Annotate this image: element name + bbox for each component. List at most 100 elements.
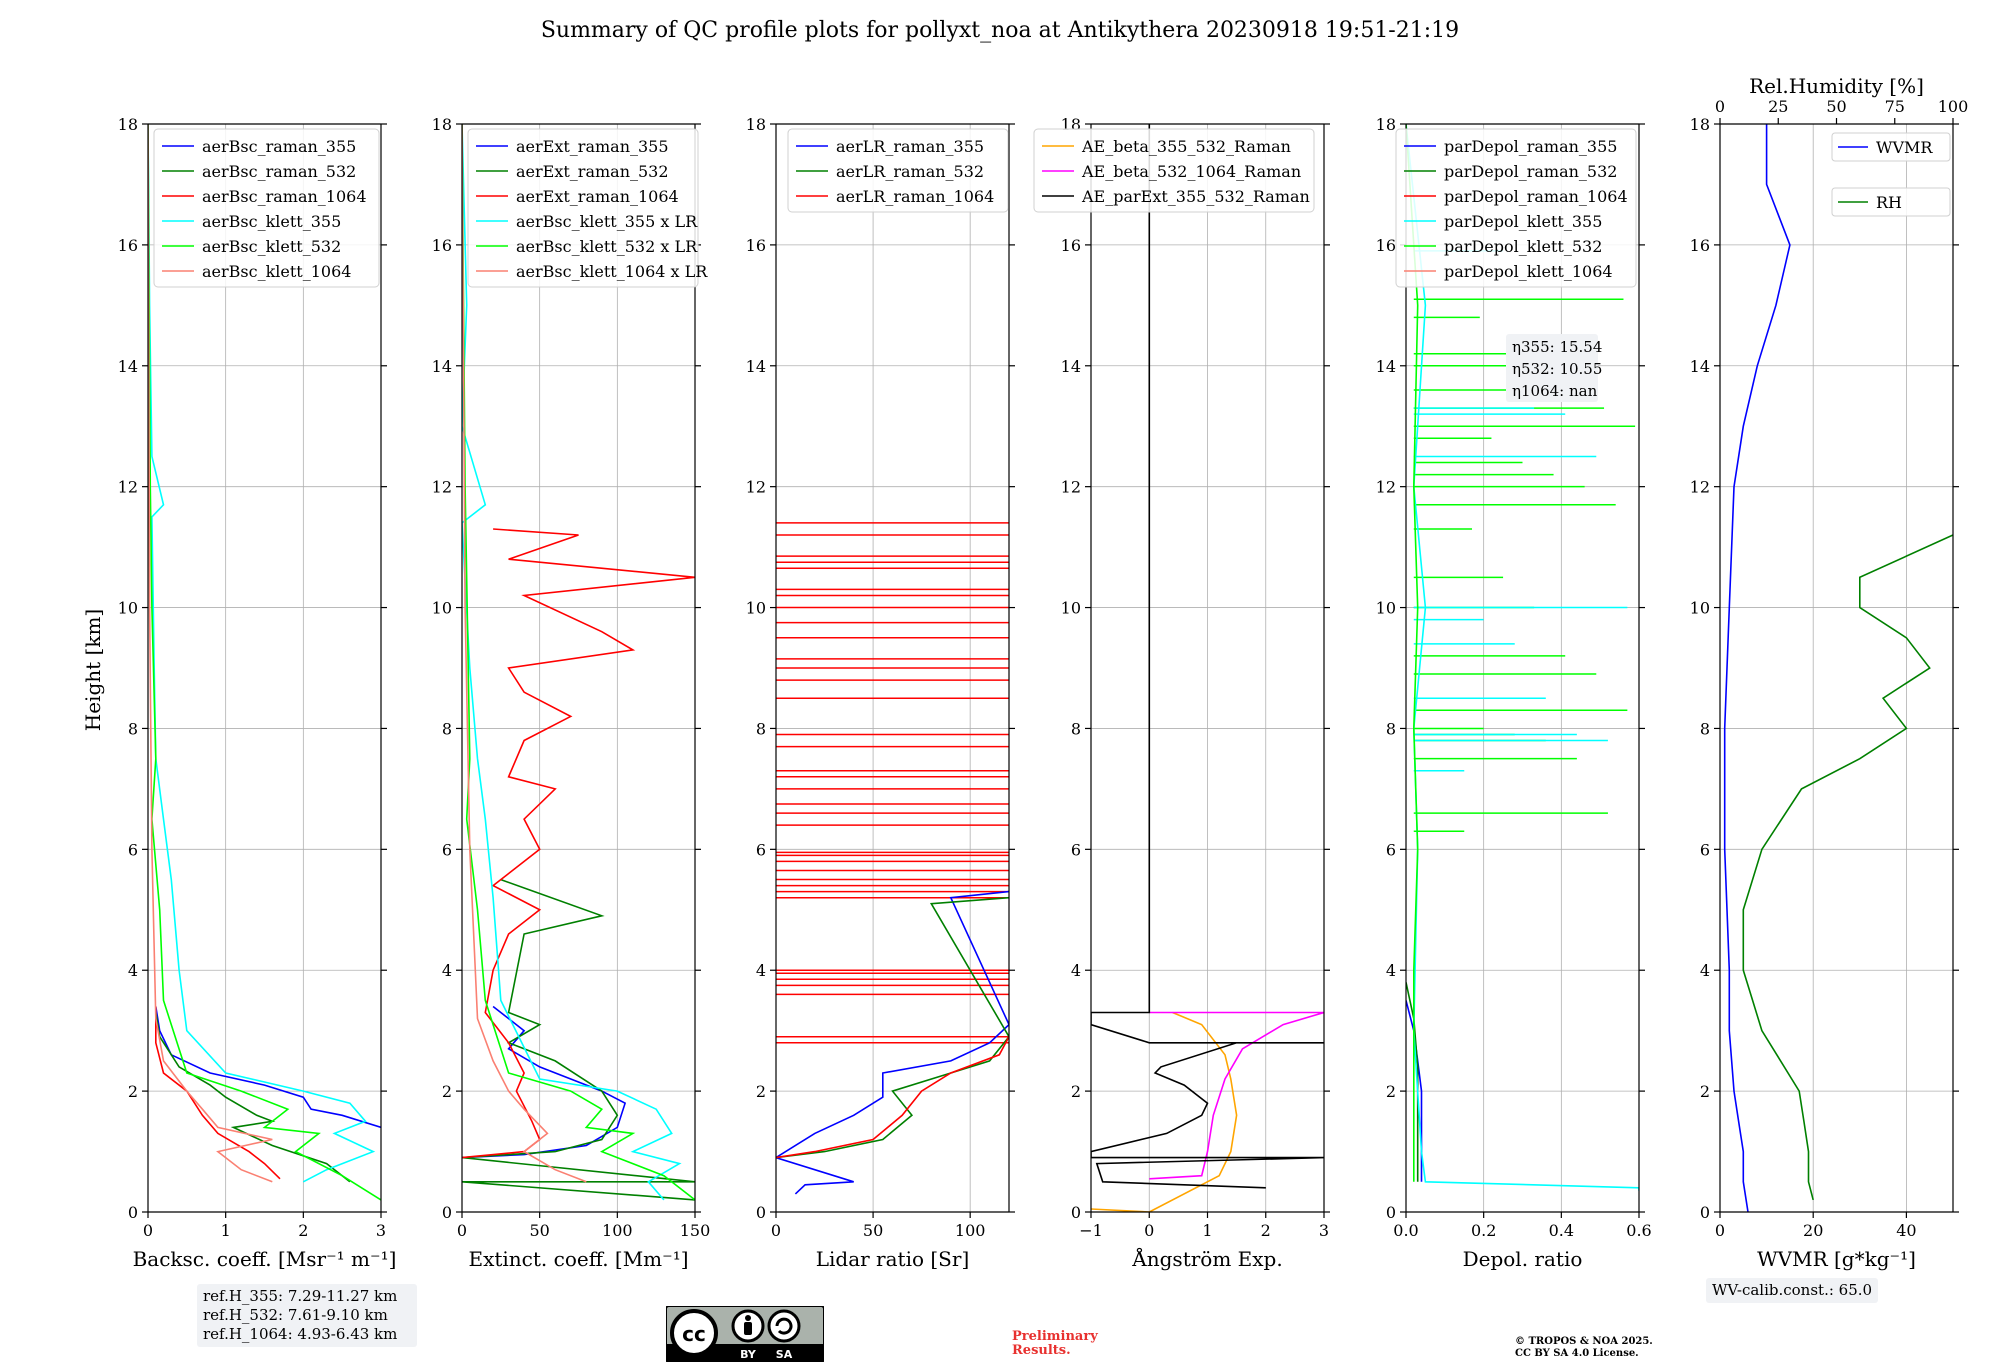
y-tick-label: 14 xyxy=(1061,357,1081,376)
y-tick-label: 18 xyxy=(1690,115,1710,134)
series-parDepol_raman_532 xyxy=(1406,982,1419,1182)
legend-label-parDepol_klett_355: parDepol_klett_355 xyxy=(1444,212,1602,231)
legend-box xyxy=(1831,132,1951,162)
data-layer-wv xyxy=(1723,124,1953,1212)
wv-calib-box: WV-calib.const.: 65.0 xyxy=(1706,1278,1879,1303)
y-tick-label: 4 xyxy=(1700,961,1710,980)
ref-h-1064: ref.H_1064: 4.93-6.43 km xyxy=(203,1325,398,1343)
series-aerLR_raman_355 xyxy=(776,890,1009,1195)
x-tick-label: 0.0 xyxy=(1393,1221,1418,1240)
y-tick-label: 12 xyxy=(1690,478,1710,497)
eta-value-0: η355: 15.54 xyxy=(1512,338,1602,356)
x-tick-label: 100 xyxy=(955,1221,986,1240)
y-tick-label: 0 xyxy=(756,1203,766,1222)
y-tick-label: 8 xyxy=(756,719,766,738)
x-tick-label: 2 xyxy=(1261,1221,1271,1240)
x-tick-label: 3 xyxy=(1319,1221,1329,1240)
series-aerBsc_raman_355 xyxy=(155,1006,381,1129)
series-aerBsc_klett_532 x LR xyxy=(462,124,695,1201)
top-x-tick-label: 25 xyxy=(1768,97,1788,116)
x-tick-label: 40 xyxy=(1896,1221,1916,1240)
preliminary-line-2: Results. xyxy=(1012,1343,1071,1358)
y-tick-label: 10 xyxy=(1376,599,1396,618)
y-tick-label: 0 xyxy=(128,1203,138,1222)
legend-label-aerLR_raman_355: aerLR_raman_355 xyxy=(836,137,984,156)
x-tick-label: 0.4 xyxy=(1549,1221,1574,1240)
legend-box xyxy=(467,128,699,288)
y-tick-label: 0 xyxy=(442,1203,452,1222)
wv-calib-text: WV-calib.const.: 65.0 xyxy=(1712,1281,1873,1299)
x-tick-label: 150 xyxy=(680,1221,711,1240)
legend-label-parDepol_raman_1064: parDepol_raman_1064 xyxy=(1444,187,1628,206)
x-tick-label: 1 xyxy=(221,1221,231,1240)
cc-sa-label: SA xyxy=(776,1348,793,1361)
y-tick-label: 2 xyxy=(128,1082,138,1101)
series-aerExt_raman_355 xyxy=(462,1005,627,1159)
legend-label-aerLR_raman_1064: aerLR_raman_1064 xyxy=(836,187,994,206)
series-aerBsc_klett_355 xyxy=(148,124,376,1183)
legend-label-aerBsc_klett_1064 x LR: aerBsc_klett_1064 x LR xyxy=(516,262,708,281)
y-tick-label: 16 xyxy=(1061,236,1081,255)
legend-lr: aerLR_raman_355 aerLR_raman_532 aerLR_rama… xyxy=(787,128,1009,213)
legend-label-WVMR: WVMR xyxy=(1876,138,1933,157)
x-axis-label-ext: Extinct. coeff. [Mm⁻¹] xyxy=(468,1247,688,1271)
legend-label-aerExt_raman_1064: aerExt_raman_1064 xyxy=(516,187,679,206)
legend-wv: WVMR RH xyxy=(1831,132,1951,217)
y-tick-label: 2 xyxy=(1071,1082,1081,1101)
series-aerLR_raman_1064 xyxy=(776,1036,1009,1159)
y-tick-label: 10 xyxy=(118,599,138,618)
legend-label-aerBsc_klett_532 x LR: aerBsc_klett_532 x LR xyxy=(516,237,698,256)
cc-icon xyxy=(670,1309,718,1357)
series-RH xyxy=(1742,534,1953,1201)
legend-bsc: aerBsc_raman_355 aerBsc_raman_532 aerBsc_r… xyxy=(153,128,380,288)
y-tick-label: 12 xyxy=(1061,478,1081,497)
y-tick-label: 0 xyxy=(1386,1203,1396,1222)
series-aerBsc_raman_1064 xyxy=(155,1006,281,1180)
legend-label-aerBsc_klett_1064: aerBsc_klett_1064 xyxy=(202,262,351,281)
y-tick-label: 6 xyxy=(1386,840,1396,859)
x-tick-label: 50 xyxy=(529,1221,549,1240)
x-tick-label: 0 xyxy=(143,1221,153,1240)
cc-by-label: BY xyxy=(740,1348,757,1361)
eta-value-2: η1064: nan xyxy=(1512,382,1598,400)
top-x-tick-label: 100 xyxy=(1938,97,1969,116)
y-tick-label: 14 xyxy=(1376,357,1396,376)
legend-label-AE_parExt_355_532_Raman: AE_parExt_355_532_Raman xyxy=(1081,187,1310,206)
y-tick-label: 6 xyxy=(1071,840,1081,859)
ref-h-532: ref.H_532: 7.61-9.10 km xyxy=(203,1306,388,1324)
y-tick-label: 2 xyxy=(1700,1082,1710,1101)
legend-label-aerBsc_raman_532: aerBsc_raman_532 xyxy=(202,162,356,181)
y-tick-label: 16 xyxy=(1376,236,1396,255)
series-aerBsc_raman_532 xyxy=(155,1012,351,1183)
y-tick-label: 4 xyxy=(1386,961,1396,980)
series-WVMR xyxy=(1723,124,1791,1212)
y-tick-label: 14 xyxy=(432,357,452,376)
y-tick-label: 18 xyxy=(432,115,452,134)
y-tick-label: 2 xyxy=(1386,1082,1396,1101)
x-axis-label-lr: Lidar ratio [Sr] xyxy=(816,1247,970,1271)
x-tick-label: 0 xyxy=(1715,1221,1725,1240)
legend-label-RH: RH xyxy=(1876,193,1902,212)
series-AE_parExt_355_532_Raman xyxy=(1091,124,1324,1189)
ref-h-355: ref.H_355: 7.29-11.27 km xyxy=(203,1287,398,1305)
y-tick-label: 12 xyxy=(118,478,138,497)
x-tick-label: 0.6 xyxy=(1626,1221,1651,1240)
y-tick-label: 4 xyxy=(442,961,452,980)
preliminary-results-note: Preliminary Results. xyxy=(1012,1330,1098,1358)
legend-label-aerBsc_klett_532: aerBsc_klett_532 xyxy=(202,237,341,256)
x-tick-label: 100 xyxy=(602,1221,633,1240)
data-layer-ae xyxy=(1091,124,1324,1212)
y-tick-label: 18 xyxy=(746,115,766,134)
top-axis-label-rh: Rel.Humidity [%] xyxy=(1749,74,1924,98)
y-tick-label: 6 xyxy=(756,840,766,859)
y-axis-label: Height [km] xyxy=(81,609,105,731)
y-tick-label: 10 xyxy=(432,599,452,618)
legend-dep: parDepol_raman_355 parDepol_raman_532 parD… xyxy=(1395,128,1637,288)
x-axis-label-dep: Depol. ratio xyxy=(1463,1247,1583,1271)
y-tick-label: 2 xyxy=(442,1082,452,1101)
legend-label-parDepol_raman_355: parDepol_raman_355 xyxy=(1444,137,1617,156)
y-tick-label: 12 xyxy=(746,478,766,497)
eta-value-1: η532: 10.55 xyxy=(1512,360,1602,378)
y-tick-label: 10 xyxy=(1690,599,1710,618)
